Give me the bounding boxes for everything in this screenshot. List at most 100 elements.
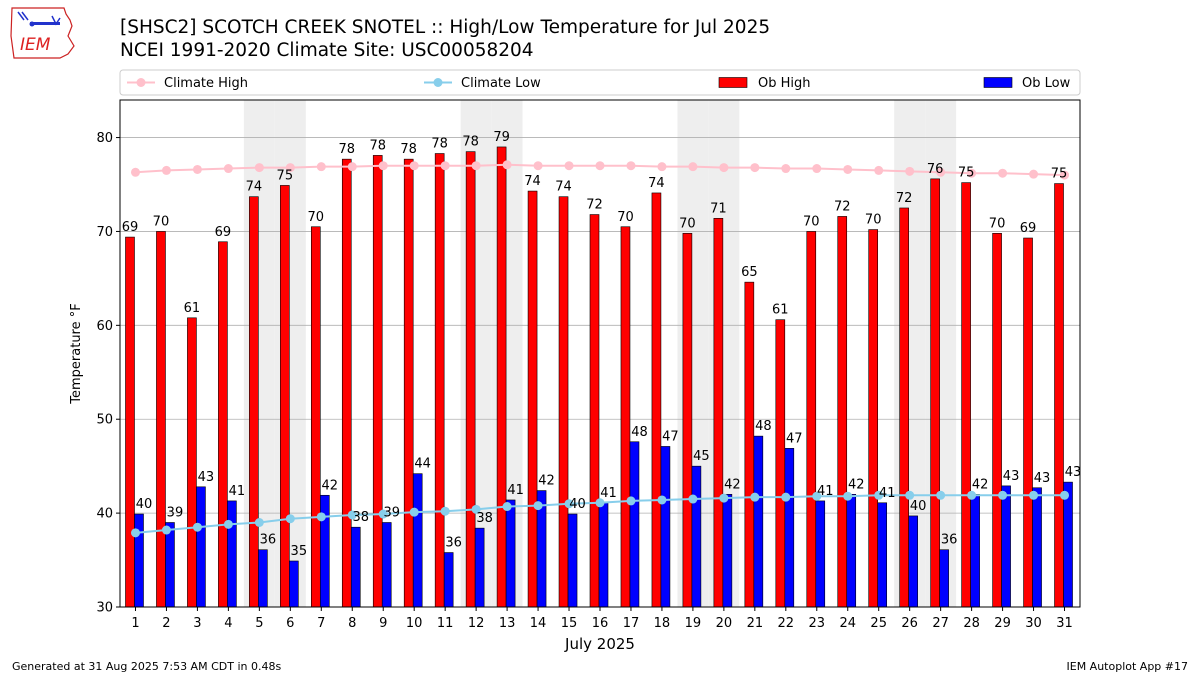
ob-high-label: 78 xyxy=(400,142,417,157)
climate-low-point xyxy=(626,496,636,506)
x-tick-label: 15 xyxy=(561,616,578,631)
climate-low-point xyxy=(471,504,481,514)
climate-high-point xyxy=(254,163,264,173)
climate-high-point xyxy=(533,161,543,171)
ob-high-label: 78 xyxy=(431,137,448,152)
weekend-shade xyxy=(460,100,492,607)
ob-low-bar xyxy=(815,500,826,608)
ob-low-bar xyxy=(939,549,949,608)
ob-low-label: 35 xyxy=(291,544,308,559)
x-tick-label: 26 xyxy=(901,616,918,631)
climate-low-point xyxy=(967,490,977,500)
x-tick-label: 23 xyxy=(809,616,826,631)
climate-high-point xyxy=(471,161,481,171)
legend-climate-low-label: Climate Low xyxy=(461,76,541,91)
x-tick-label: 9 xyxy=(379,616,387,631)
ob-low-bar xyxy=(227,500,237,608)
ob-high-bar xyxy=(187,317,197,608)
climate-high-point xyxy=(1060,170,1070,180)
ob-low-label: 36 xyxy=(941,533,958,548)
climate-high-point xyxy=(347,162,357,172)
ob-low-label: 41 xyxy=(507,483,524,498)
ob-low-label: 47 xyxy=(786,431,803,446)
chart-title-line1: [SHSC2] SCOTCH CREEK SNOTEL :: High/Low … xyxy=(120,17,771,38)
x-tick-label: 5 xyxy=(255,616,263,631)
ob-high-bar xyxy=(465,151,476,608)
ob-low-label: 42 xyxy=(972,477,989,492)
climate-high-point xyxy=(192,164,202,174)
ob-low-label: 41 xyxy=(817,484,834,499)
ob-high-label: 72 xyxy=(586,198,603,213)
climate-high-point xyxy=(564,161,574,171)
x-tick-label: 19 xyxy=(685,616,702,631)
ob-low-bar xyxy=(1032,487,1042,608)
climate-high-point xyxy=(843,164,853,174)
ob-high-bar xyxy=(930,178,940,608)
ob-high-label: 70 xyxy=(865,213,882,228)
ob-high-label: 69 xyxy=(1020,221,1037,236)
climate-low-point xyxy=(223,519,233,529)
ob-low-label: 41 xyxy=(879,486,896,501)
ob-low-label: 36 xyxy=(445,536,462,551)
climate-high-point xyxy=(781,164,791,174)
climate-high-point xyxy=(998,168,1008,178)
ob-high-bar xyxy=(620,226,631,608)
climate-low-point xyxy=(161,525,171,535)
ob-high-bar xyxy=(899,207,909,608)
x-tick-label: 30 xyxy=(1025,616,1042,631)
climate-low-point xyxy=(1060,490,1070,500)
ob-low-bar xyxy=(196,486,206,608)
ob-high-bar xyxy=(713,218,724,608)
ob-low-bar xyxy=(629,441,640,608)
x-tick-label: 24 xyxy=(839,616,856,631)
x-tick-label: 17 xyxy=(623,616,640,631)
x-tick-label: 6 xyxy=(286,616,294,631)
climate-high-point xyxy=(502,160,512,170)
climate-high-point xyxy=(130,167,140,177)
legend-ob-low-swatch xyxy=(983,77,1013,88)
ob-high-label: 70 xyxy=(989,216,1006,231)
ob-low-label: 43 xyxy=(198,470,215,485)
ob-high-label: 61 xyxy=(772,303,789,318)
ob-high-bar xyxy=(837,216,848,608)
climate-high-point xyxy=(626,161,636,171)
ob-high-bar xyxy=(775,319,786,608)
ob-low-label: 47 xyxy=(662,429,679,444)
legend-ob-high-label: Ob High xyxy=(758,76,811,91)
climate-high-point xyxy=(750,163,760,173)
ob-low-label: 42 xyxy=(322,478,339,493)
ob-high-label: 75 xyxy=(277,168,294,183)
climate-high-point xyxy=(595,161,605,171)
y-tick-label: 30 xyxy=(96,601,113,616)
ob-low-bar xyxy=(1001,485,1011,608)
x-tick-label: 10 xyxy=(406,616,423,631)
y-tick-label: 80 xyxy=(96,131,113,146)
ob-high-label: 69 xyxy=(122,220,139,235)
ob-low-label: 45 xyxy=(693,449,710,464)
ob-low-bar xyxy=(412,473,423,608)
ob-high-label: 61 xyxy=(184,301,201,316)
ob-high-label: 74 xyxy=(246,180,263,195)
climate-low-point xyxy=(719,493,729,503)
y-tick-label: 50 xyxy=(96,413,113,428)
ob-low-bar xyxy=(505,499,516,608)
ob-low-bar xyxy=(691,465,702,608)
ob-low-bar xyxy=(134,513,144,608)
ob-high-bar xyxy=(434,153,445,608)
ob-high-bar xyxy=(527,190,538,608)
climate-high-point xyxy=(223,164,233,174)
legend-ob-high-swatch xyxy=(718,77,748,88)
climate-low-point xyxy=(533,501,543,511)
ob-low-bar xyxy=(846,494,857,608)
ob-low-label: 41 xyxy=(600,486,617,501)
ob-high-bar xyxy=(868,229,879,608)
weekend-shade xyxy=(243,100,275,607)
ob-high-label: 78 xyxy=(338,142,355,157)
x-tick-label: 13 xyxy=(499,616,516,631)
ob-low-bar xyxy=(660,446,671,608)
ob-high-label: 70 xyxy=(153,214,170,229)
climate-low-point xyxy=(688,494,698,504)
climate-low-point xyxy=(998,490,1008,500)
climate-high-point xyxy=(316,162,326,172)
